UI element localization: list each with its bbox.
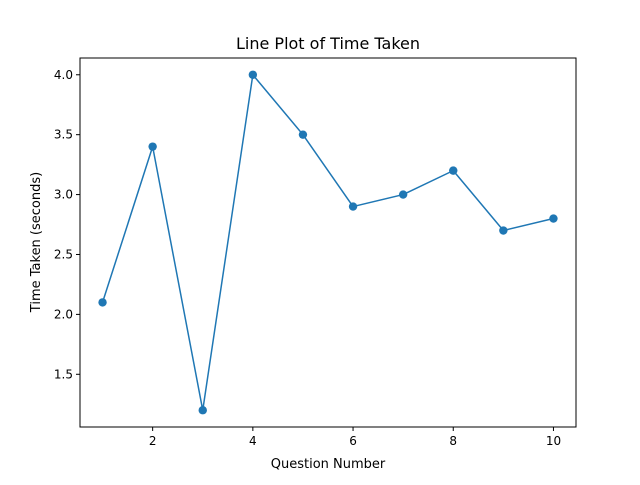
- y-tick-label: 3.5: [54, 128, 73, 142]
- x-tick-label: 10: [546, 434, 561, 448]
- data-point: [98, 298, 107, 307]
- y-tick-label: 3.0: [54, 188, 73, 202]
- plot-area: 2 4 6 8 10 1.5 2.0 2.5 3.0 3.5 4.0: [54, 57, 577, 448]
- chart-title: Line Plot of Time Taken: [236, 34, 420, 53]
- y-axis-label: Time Taken (seconds): [29, 172, 44, 313]
- y-axis-ticks: 1.5 2.0 2.5 3.0 3.5 4.0: [54, 68, 80, 381]
- data-point: [549, 214, 558, 223]
- x-axis-label: Question Number: [271, 457, 386, 472]
- x-tick-label: 8: [449, 434, 457, 448]
- data-point: [298, 130, 308, 139]
- axes-frame: [79, 57, 577, 428]
- x-tick-label: 6: [349, 434, 357, 448]
- series-layer: [98, 70, 558, 415]
- data-point: [248, 70, 258, 79]
- x-tick-label: 2: [149, 434, 157, 448]
- y-tick-label: 4.0: [54, 68, 73, 82]
- y-tick-label: 1.5: [54, 367, 73, 381]
- data-point: [148, 142, 157, 151]
- x-axis-ticks: 2 4 6 8 10: [149, 427, 561, 448]
- y-tick-label: 2.0: [54, 307, 73, 321]
- x-tick-label: 4: [249, 434, 257, 448]
- data-point: [499, 226, 508, 235]
- y-tick-label: 2.5: [54, 247, 73, 261]
- data-point: [198, 406, 207, 415]
- series-line: [101, 74, 554, 411]
- data-point: [449, 166, 458, 175]
- data-point: [398, 190, 408, 199]
- data-point: [348, 202, 358, 211]
